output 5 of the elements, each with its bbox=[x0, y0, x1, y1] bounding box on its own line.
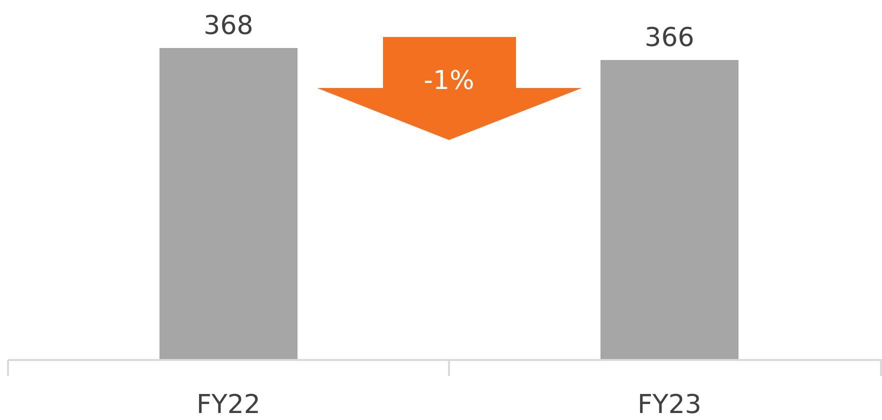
annotation: -1% bbox=[424, 66, 474, 96]
data-label: 368 bbox=[204, 11, 254, 41]
x-tick-label: FY22 bbox=[196, 390, 260, 420]
data-label: 366 bbox=[644, 23, 694, 53]
x-tick-label: FY23 bbox=[638, 390, 702, 420]
